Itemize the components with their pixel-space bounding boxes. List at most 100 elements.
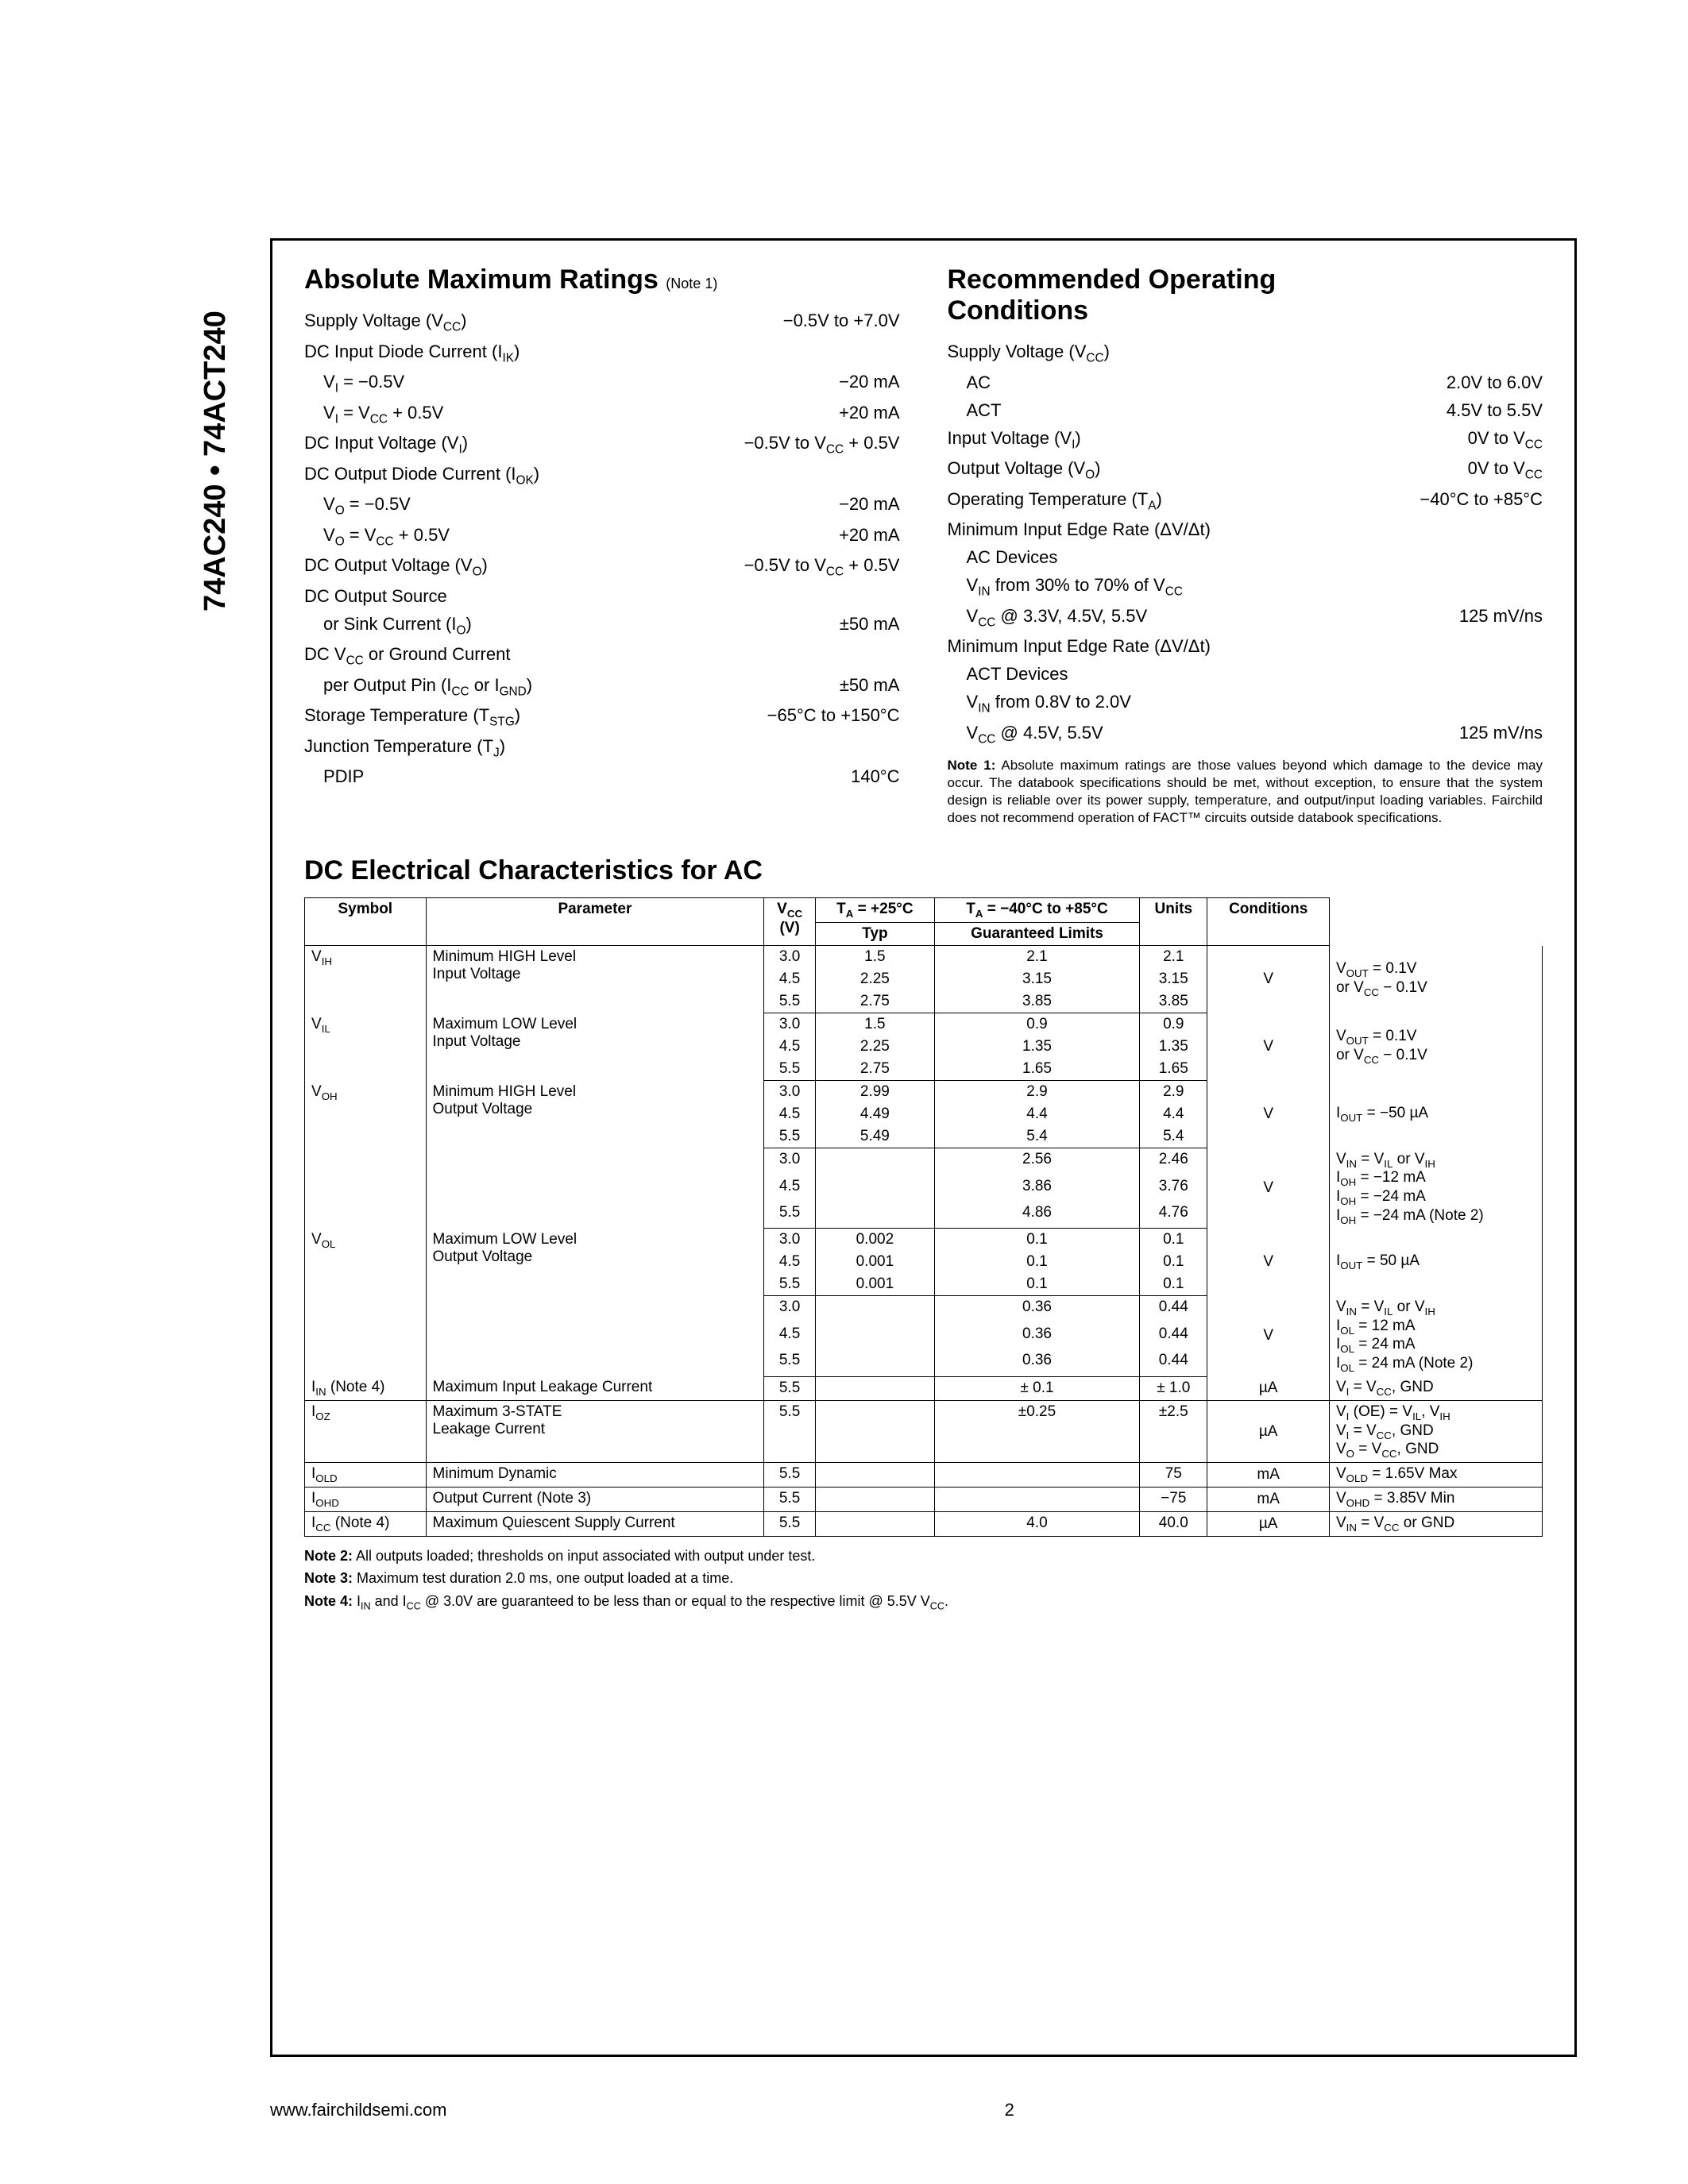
spec-label: VIN from 30% to 70% of VCC [948,572,1183,601]
table-row: 3.02.562.46VVIN = VIL or VIHIOH = −12 mA… [305,1148,1543,1175]
spec-label: VCC @ 3.3V, 4.5V, 5.5V [948,603,1148,632]
cell-symbol: IIN (Note 4) [305,1376,427,1400]
cell-parameter: Maximum 3-STATELeakage Current [426,1400,764,1462]
spec-row: AC Devices [948,543,1543,571]
cell-typ: 4.49 [815,1103,934,1125]
spec-label: VCC @ 4.5V, 5.5V [948,720,1103,749]
spec-value: 125 mV/ns [1459,603,1543,632]
cell-g25: 4.0 [934,1511,1139,1536]
cell-g40: 1.35 [1140,1036,1207,1058]
col-ta40: TA = −40°C to +85°C [934,898,1139,923]
cell-g40: 2.9 [1140,1081,1207,1104]
cell-typ: 1.5 [815,1013,934,1036]
cell-g25: ±0.25 [934,1400,1139,1462]
spec-label: Supply Voltage (VCC) [304,307,466,337]
col-symbol: Symbol [305,898,427,946]
roc-rows: Supply Voltage (VCC)AC2.0V to 6.0VACT4.5… [948,338,1543,749]
cell-typ: 2.75 [815,1058,934,1081]
cell-vcc: 5.5 [764,990,816,1013]
spec-value: 125 mV/ns [1459,720,1543,749]
cell-typ [815,1376,934,1400]
spec-value: −40°C to +85°C [1420,486,1543,515]
cell-g25: 0.1 [934,1251,1139,1273]
cell-vcc: 4.5 [764,1036,816,1058]
cell-typ: 5.49 [815,1125,934,1148]
cell-conditions: VOUT = 0.1Vor VCC − 0.1V [1329,1013,1542,1081]
cell-typ [815,1202,934,1229]
spec-value: 4.5V to 5.5V [1447,397,1543,423]
cell-conditions: VOLD = 1.65V Max [1329,1463,1542,1488]
spec-row: Minimum Input Edge Rate (ΔV/Δt) [948,515,1543,543]
spec-label: Input Voltage (VI) [948,425,1081,454]
dc-notes: Note 2: All outputs loaded; thresholds o… [304,1545,1543,1615]
spec-label: Storage Temperature (TSTG) [304,702,520,731]
cell-vcc: 5.5 [764,1349,816,1376]
cell-typ [815,1349,934,1376]
spec-row: ACT4.5V to 5.5V [948,396,1543,424]
spec-value: +20 mA [839,522,899,551]
cell-g40: 4.4 [1140,1103,1207,1125]
table-row: ICC (Note 4)Maximum Quiescent Supply Cur… [305,1511,1543,1536]
cell-vcc: 5.5 [764,1488,816,1512]
table-row: IIN (Note 4)Maximum Input Leakage Curren… [305,1376,1543,1400]
cell-units: µA [1207,1511,1330,1536]
cell-vcc: 4.5 [764,968,816,990]
dc-table: Symbol Parameter VCC(V) TA = +25°C TA = … [304,897,1543,1536]
spec-row: Output Voltage (VO)0V to VCC [948,454,1543,485]
spec-label: DC Input Diode Current (IIK) [304,338,520,368]
spec-row: Minimum Input Edge Rate (ΔV/Δt) [948,632,1543,660]
spec-row: Supply Voltage (VCC) −0.5V to +7.0V [304,307,900,338]
footer-page-number: 2 [1005,2100,1014,2120]
cell-g40: 4.76 [1140,1202,1207,1229]
roc-title-line1: Recommended Operating [948,264,1277,295]
dc-table-body: VIHMinimum HIGH LevelInput Voltage3.01.5… [305,946,1543,1536]
cell-vcc: 3.0 [764,1081,816,1104]
content-box: Absolute Maximum Ratings (Note 1) Supply… [270,238,1577,2057]
dc-table-head: Symbol Parameter VCC(V) TA = +25°C TA = … [305,898,1543,946]
cell-g40: 3.85 [1140,990,1207,1013]
spec-value: −0.5V to +7.0V [783,307,900,337]
cell-parameter: Minimum HIGH LevelOutput Voltage [426,1081,764,1148]
cell-vcc: 4.5 [764,1103,816,1125]
spec-row: DC Output Voltage (VO)−0.5V to VCC + 0.5… [304,551,900,582]
cell-typ [815,1488,934,1512]
col-conditions: Conditions [1207,898,1330,946]
cell-g40: ± 1.0 [1140,1376,1207,1400]
spec-row: per Output Pin (ICC or IGND)±50 mA [304,671,900,702]
cell-g25: 4.86 [934,1202,1139,1229]
cell-vcc: 5.5 [764,1273,816,1296]
table-note: Note 3: Maximum test duration 2.0 ms, on… [304,1567,1543,1590]
page-footer: www.fairchildsemi.com 2 [270,2100,1577,2120]
cell-typ: 2.99 [815,1081,934,1104]
footer-url: www.fairchildsemi.com [270,2100,447,2120]
spec-label: VI = VCC + 0.5V [304,399,443,429]
spec-row: PDIP140°C [304,762,900,790]
cell-vcc: 5.5 [764,1125,816,1148]
spec-label: AC Devices [948,544,1058,570]
cell-vcc: 5.5 [764,1376,816,1400]
cell-g25: ± 0.1 [934,1376,1139,1400]
spec-label: per Output Pin (ICC or IGND) [304,672,532,701]
cell-g25: 3.85 [934,990,1139,1013]
cell-units: V [1207,1296,1330,1376]
cell-g25: 0.36 [934,1349,1139,1376]
cell-typ: 2.25 [815,1036,934,1058]
cell-symbol: IOLD [305,1463,427,1488]
spec-label: DC Output Diode Current (IOK) [304,461,539,490]
col-ta25: TA = +25°C [815,898,934,923]
cell-g40: 1.65 [1140,1058,1207,1081]
cell-parameter: Minimum HIGH LevelInput Voltage [426,946,764,1013]
cell-g25: 2.9 [934,1081,1139,1104]
spec-row: or Sink Current (IO)±50 mA [304,610,900,641]
col-guaranteed-limits: Guaranteed Limits [934,923,1139,946]
part-number-side-label: 74AC240 • 74ACT240 [199,311,233,612]
cell-units: µA [1207,1400,1330,1462]
cell-typ [815,1148,934,1175]
spec-label: AC [948,369,991,396]
table-note: Note 4: IIN and ICC @ 3.0V are guarantee… [304,1590,1543,1615]
table-row: 3.00.360.44VVIN = VIL or VIHIOL = 12 mAI… [305,1296,1543,1323]
cell-typ: 2.25 [815,968,934,990]
spec-value: 0V to VCC [1468,455,1543,484]
cell-vcc: 3.0 [764,1013,816,1036]
table-row: IOLDMinimum Dynamic5.575mAVOLD = 1.65V M… [305,1463,1543,1488]
